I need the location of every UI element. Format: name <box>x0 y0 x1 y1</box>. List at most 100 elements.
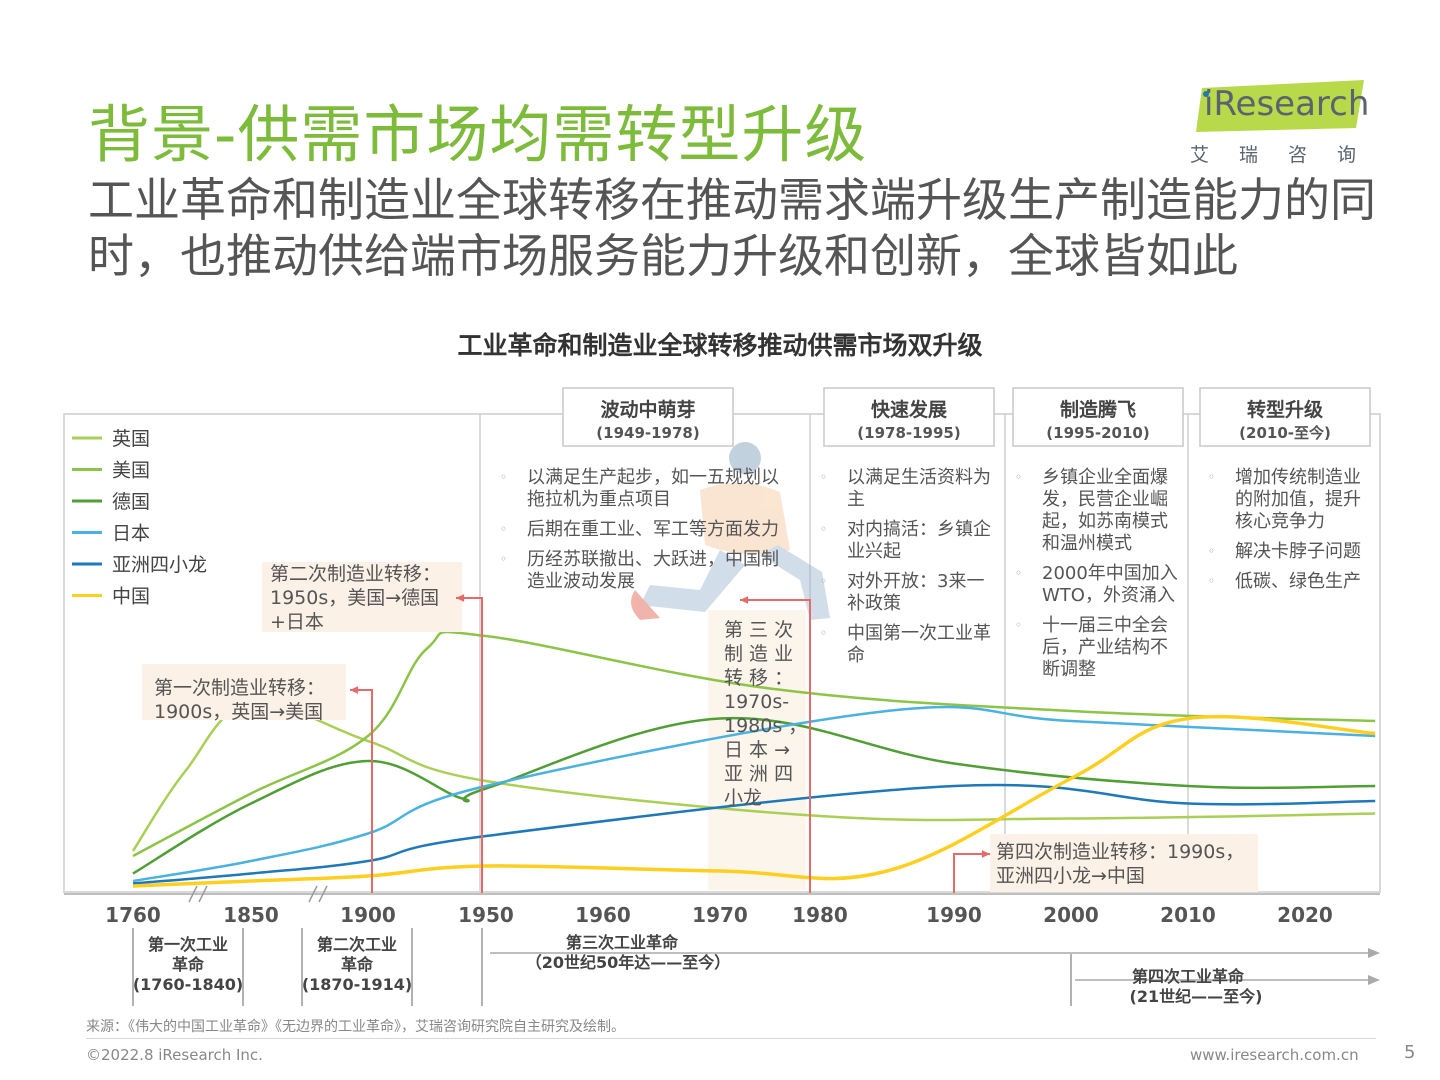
stage-bullet-line: WTO，外资涌入 <box>1042 585 1175 606</box>
stage-bullet-dot: ◦ <box>1015 566 1022 580</box>
stage-bullet-1-0: 以满足生活资料为主 <box>847 467 991 510</box>
stage-period-3: (2010-至今) <box>1239 424 1331 442</box>
stage-box-3 <box>1199 387 1371 447</box>
stage-bullet-0-1: 后期在重工业、军工等方面发力 <box>527 519 779 540</box>
transfer-shade <box>708 610 806 890</box>
x-tick-label-3: 1950 <box>458 903 514 927</box>
runner-leg-back <box>640 550 745 612</box>
x-tick-label-2: 1900 <box>340 903 396 927</box>
series-line-0 <box>131 701 1376 852</box>
website-link[interactable]: www.iresearch.com.cn <box>1190 1046 1359 1064</box>
axis-break-icon <box>198 885 208 903</box>
stage-bullet-line: 起，如苏南模式 <box>1042 511 1168 532</box>
revolution-period-1: (1760-1840) <box>133 975 243 994</box>
iresearch-logo: iResearch 艾瑞咨询 <box>1190 78 1380 168</box>
stage-bullet-3-0: 增加传统制造业的附加值，提升核心竞争力 <box>1235 467 1361 532</box>
stage-bullet-line: 中国第一次工业革 <box>847 623 991 644</box>
transfer-label-3: 日 本 → <box>724 739 790 761</box>
legend-label-2: 德国 <box>112 491 150 513</box>
stage-bullet-0-0: 以满足生产起步，如一五规划以拖拉机为重点项目 <box>527 467 779 510</box>
stage-bullet-line: 造业波动发展 <box>527 571 635 592</box>
stage-bullet-3-1: 解决卡脖子问题 <box>1235 541 1361 562</box>
x-axis: 1760 1850 1900 1950 1960 1970 1980 1990 2000 2010… <box>64 885 1380 927</box>
transfer-bg-2 <box>262 562 462 632</box>
legend-label-0: 英国 <box>112 428 150 450</box>
stage-bullet-line: 发，民营企业崛 <box>1042 489 1168 510</box>
axis-break-icon <box>308 885 318 903</box>
revolution-name-2: 第二次工业 <box>317 935 397 954</box>
transfer-band <box>708 610 806 890</box>
x-tick-label-5: 1970 <box>692 903 748 927</box>
revolution-arrow-head-4 <box>1368 975 1380 985</box>
transfer-label-1: 1900s，英国→美国 <box>154 701 323 723</box>
series-line-3 <box>132 705 1376 883</box>
transfer-label-4: 亚洲四小龙→中国 <box>996 865 1145 887</box>
footer-divider <box>86 1038 1376 1039</box>
transfer-annotations: 第一次制造业转移：1900s，英国→美国 第二次制造业转移：1950s，美国→德国… <box>142 562 1258 894</box>
stage-box-1 <box>823 387 995 447</box>
x-tick-label-4: 1960 <box>575 903 631 927</box>
revolution-name2-2: 革命 <box>341 955 374 974</box>
stage-bullet-line: 以满足生产起步，如一五规划以 <box>527 467 779 488</box>
stage-bullet-dot: ◦ <box>820 574 827 588</box>
transfer-label-1: 第一次制造业转移： <box>154 677 325 699</box>
stage-bullet-line: 增加传统制造业 <box>1235 467 1361 488</box>
transfer-label-2: 1950s，美国→德国 <box>270 587 439 609</box>
stage-title-3: 转型升级 <box>1247 398 1323 421</box>
x-tick-label-0: 1760 <box>105 903 161 927</box>
revolution-timeline: 第一次工业革命(1760-1840)第二次工业革命(1870-1914)第三次工… <box>132 928 1380 1006</box>
stage-box-2 <box>1012 387 1184 447</box>
transfer-arrow-3-head <box>740 596 749 604</box>
transfer-label-2: 第二次制造业转移： <box>270 563 441 585</box>
series-line-1 <box>132 630 1376 858</box>
source-note: 来源：《伟大的中国工业革命》《无边界的工业革命》，艾瑞咨询研究院自主研究及绘制。 <box>86 1019 625 1035</box>
x-tick-label-1: 1850 <box>223 903 279 927</box>
stage-box-0 <box>562 387 734 447</box>
transfer-label-3: 1980s ， <box>724 715 807 737</box>
stage-bullet-line: 和温州模式 <box>1042 533 1132 554</box>
stage-bullet-dot: ◦ <box>500 552 507 566</box>
stage-period-2: (1995-2010) <box>1046 424 1149 442</box>
stage-bullet-line: 十一届三中全会 <box>1042 615 1168 636</box>
chart-title: 工业革命和制造业全球转移推动供需市场双升级 <box>457 331 983 360</box>
revolution-period-4: (21世纪——至今) <box>1130 987 1263 1006</box>
revolution-name2-1: 革命 <box>172 955 205 974</box>
stage-bullet-line: 对内搞活：乡镇企 <box>847 519 991 540</box>
x-tick-label-8: 2000 <box>1043 903 1099 927</box>
series-line-4 <box>132 783 1376 885</box>
page-number: 5 <box>1404 1042 1416 1063</box>
transfer-arrow-2 <box>456 597 483 894</box>
stage-panels: 波动中萌芽 (1949-1978) ◦ 以满足生产起步，如一五规划以拖拉机为重点项目 ◦… <box>500 387 1371 680</box>
transfer-label-3: 1970s- <box>724 691 789 713</box>
stage-title-1: 快速发展 <box>871 398 947 421</box>
revolution-name-3: 第三次工业革命 <box>566 933 679 952</box>
stage-bullet-line: 以满足生活资料为 <box>847 467 991 488</box>
stage-bullet-line: 乡镇企业全面爆 <box>1042 467 1168 488</box>
transfer-label-3: 第 三 次 <box>724 619 793 641</box>
legend-label-5: 中国 <box>112 586 150 608</box>
series-line-5 <box>132 714 1376 888</box>
slide-subtitle: 工业革命和制造业全球转移在推动需求端升级生产制造能力的同时，也推动供给端市场服务… <box>88 173 1376 283</box>
transfer-label-3: 小龙 <box>724 787 762 809</box>
stage-bullet-2-2: 十一届三中全会后，产业结构不断调整 <box>1042 615 1168 680</box>
stage-bullet-line: 对外开放：3来一 <box>847 571 984 592</box>
revolution-name-4: 第四次工业革命 <box>1132 967 1245 986</box>
revolution-name-1: 第一次工业 <box>148 935 228 954</box>
revolution-period-2: (1870-1914) <box>302 975 412 994</box>
stage-bullet-line: 命 <box>847 645 865 666</box>
transfer-label-3: 制 造 业 <box>724 643 793 665</box>
stage-bullet-line: 2000年中国加入 <box>1042 563 1178 584</box>
transfer-label-3: 转 移 ： <box>724 667 793 689</box>
stage-bullet-line: 低碳、绿色生产 <box>1235 571 1361 592</box>
runner-leg-front <box>760 545 830 620</box>
stage-bullet-3-2: 低碳、绿色生产 <box>1235 571 1361 592</box>
stage-bullet-2-0: 乡镇企业全面爆发，民营企业崛起，如苏南模式和温州模式 <box>1042 467 1168 554</box>
axis-break-icon <box>318 885 328 903</box>
stage-bullet-dot: ◦ <box>1015 618 1022 632</box>
logo-cn-text: 艾瑞咨询 <box>1190 144 1387 166</box>
logo-text: iResearch <box>1204 84 1370 124</box>
axis-break-icon <box>188 885 198 903</box>
x-tick-label-7: 1990 <box>926 903 982 927</box>
stage-bullet-dot: ◦ <box>1208 470 1215 484</box>
